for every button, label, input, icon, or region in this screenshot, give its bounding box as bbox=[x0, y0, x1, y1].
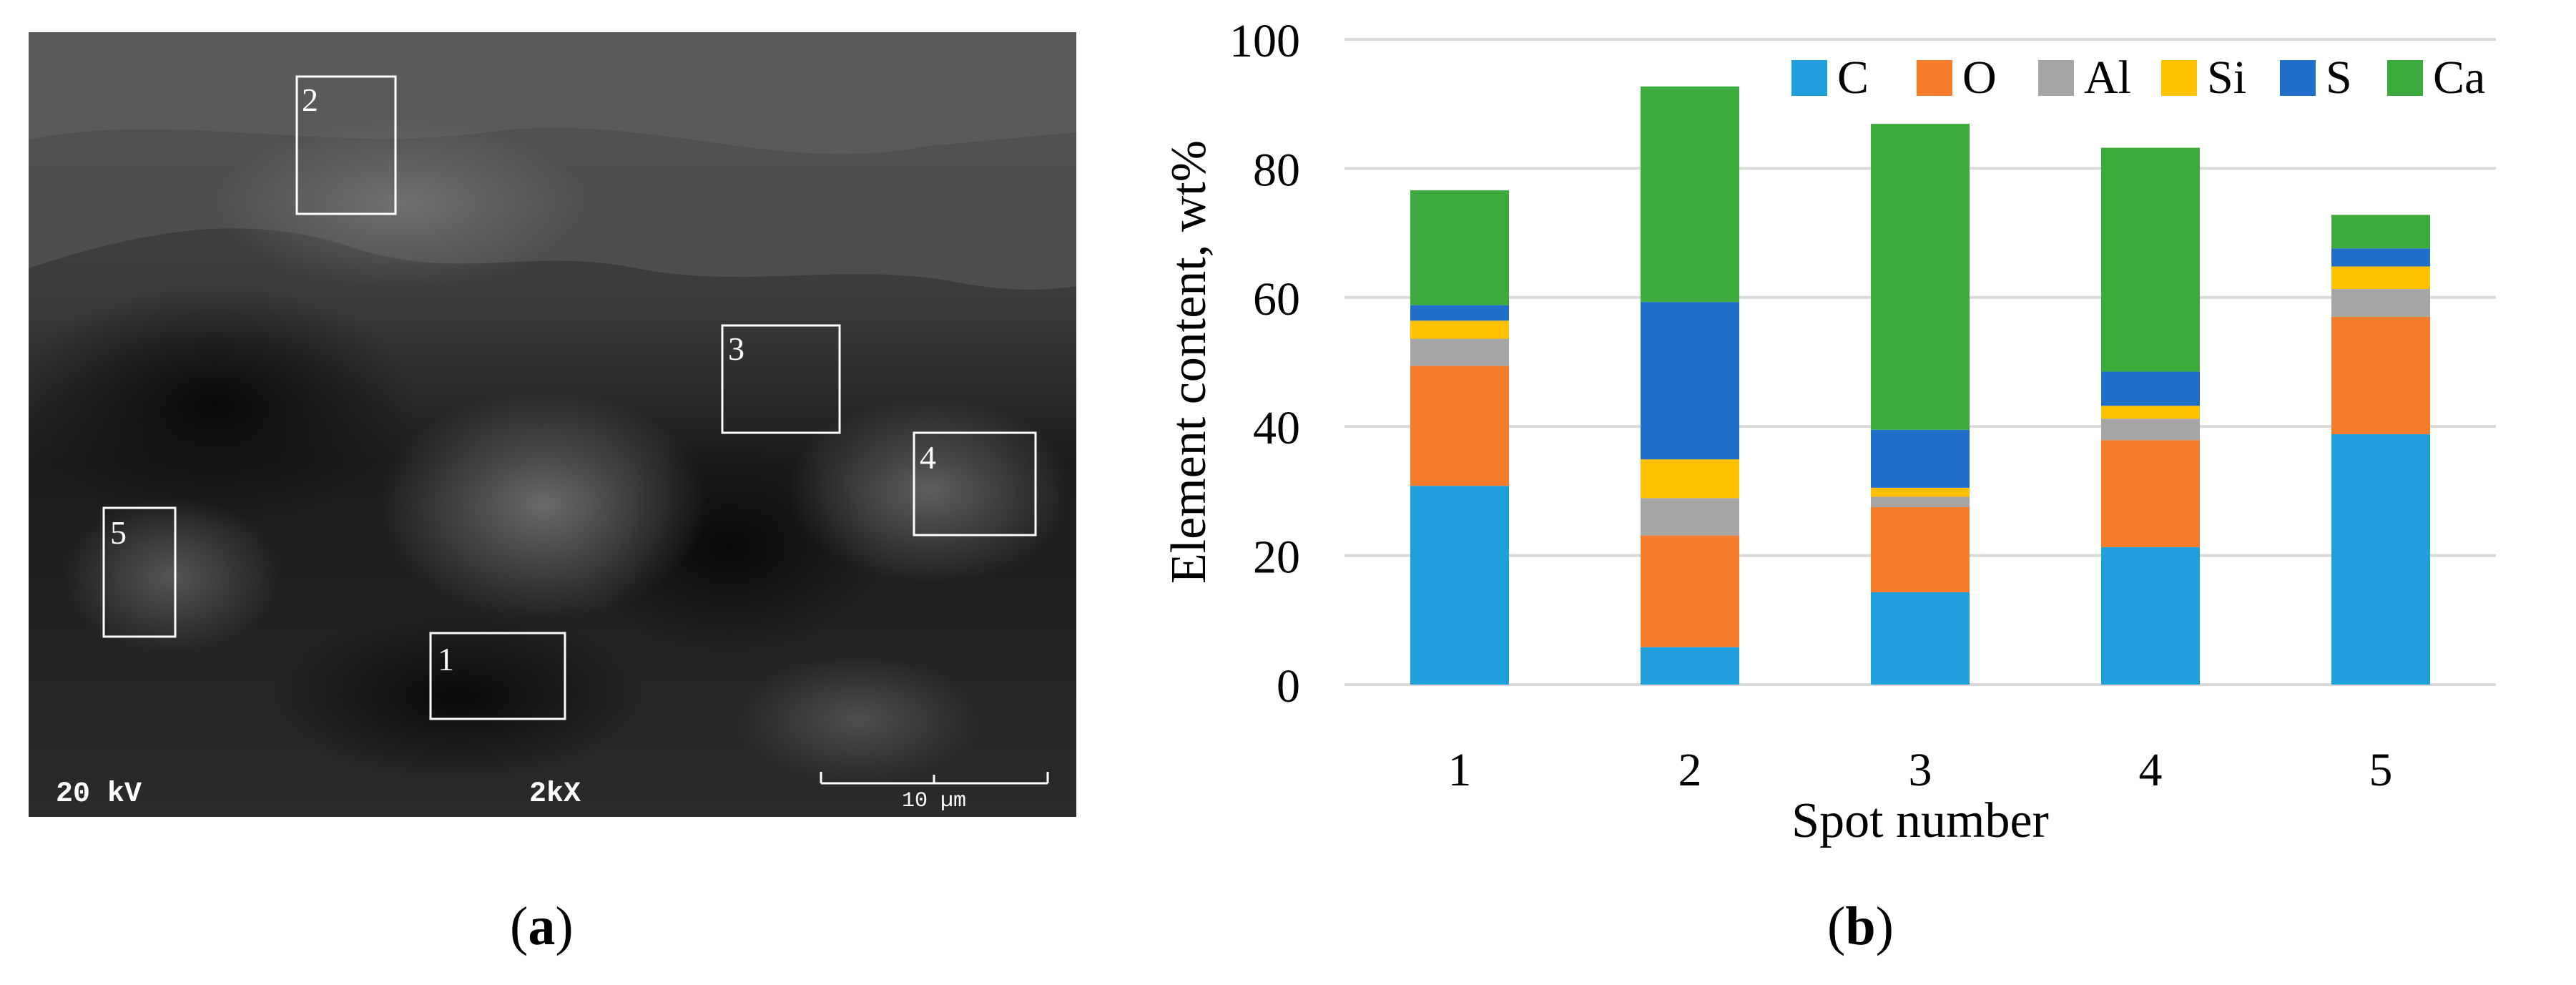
legend-swatch-si bbox=[2161, 60, 2197, 96]
legend-swatch-o bbox=[1917, 60, 1952, 96]
caption-b-letter: b bbox=[1845, 896, 1876, 956]
bar-segment-si-2 bbox=[1641, 459, 1739, 499]
element-content-chart: 0 20 40 60 80 100 1 2 3 4 5 Spot number Element cont… bbox=[1116, 0, 2576, 985]
x-tick-label: 2 bbox=[1678, 744, 1702, 796]
legend-label-al: Al bbox=[2084, 52, 2131, 104]
sem-voltage-label: 20 kV bbox=[56, 778, 142, 810]
bar-segment-o-4 bbox=[2101, 440, 2200, 547]
bar-segment-s-5 bbox=[2331, 248, 2430, 267]
spot-box-1 bbox=[429, 632, 566, 720]
bar-segment-si-3 bbox=[1871, 487, 1970, 497]
bar-segment-c-3 bbox=[1871, 592, 1970, 685]
spot-label-4: 4 bbox=[920, 439, 936, 476]
legend-label-ca: Ca bbox=[2433, 52, 2485, 104]
chart-svg: 0 20 40 60 80 100 1 2 3 4 5 Spot number Element cont… bbox=[1161, 15, 2496, 848]
legend-swatch-al bbox=[2038, 60, 2074, 96]
legend-swatch-ca bbox=[2387, 60, 2423, 96]
bar-segment-ca-4 bbox=[2101, 147, 2200, 372]
x-axis-title: Spot number bbox=[1791, 793, 2049, 848]
bar-segment-al-4 bbox=[2101, 418, 2200, 441]
bar-segment-al-3 bbox=[1871, 496, 1970, 507]
bar-segment-al-5 bbox=[2331, 289, 2430, 317]
spot-box-4 bbox=[913, 431, 1037, 536]
spot-label-5: 5 bbox=[110, 514, 127, 551]
bar-segment-si-5 bbox=[2331, 266, 2430, 290]
bar-segment-si-4 bbox=[2101, 406, 2200, 419]
bar-segment-o-5 bbox=[2331, 316, 2430, 435]
spot-label-1: 1 bbox=[438, 641, 454, 677]
bar-segment-o-2 bbox=[1641, 535, 1739, 647]
bar-segment-s-1 bbox=[1410, 305, 1509, 321]
bar-segment-ca-5 bbox=[2331, 215, 2430, 249]
spot-label-3: 3 bbox=[728, 330, 744, 367]
x-tick-label: 5 bbox=[2369, 744, 2393, 796]
legend-swatch-s bbox=[2280, 60, 2316, 96]
legend-label-c: C bbox=[1837, 52, 1869, 104]
spot-box-5 bbox=[102, 506, 177, 638]
sem-magnification-label: 2kX bbox=[529, 778, 581, 810]
sem-image-panel: 1 2 3 4 5 20 kV 2kX 10 µm bbox=[29, 32, 1076, 817]
x-tick-label: 3 bbox=[1909, 744, 1932, 796]
y-tick-label: 20 bbox=[1253, 531, 1300, 584]
bar-segment-s-2 bbox=[1641, 302, 1739, 460]
bar-segment-c-1 bbox=[1410, 486, 1509, 685]
bar-segment-o-1 bbox=[1410, 366, 1509, 486]
y-tick-label: 60 bbox=[1253, 273, 1300, 325]
bar-segment-al-2 bbox=[1641, 498, 1739, 536]
sem-scalebar bbox=[820, 772, 1049, 785]
bar-segment-ca-3 bbox=[1871, 124, 1970, 430]
bar-segment-si-1 bbox=[1410, 320, 1509, 339]
spot-label-2: 2 bbox=[302, 82, 318, 118]
bar-segment-c-4 bbox=[2101, 547, 2200, 685]
y-tick-label: 100 bbox=[1229, 15, 1300, 67]
y-tick-label: 80 bbox=[1253, 144, 1300, 196]
bar-segment-c-2 bbox=[1641, 647, 1739, 685]
y-tick-label: 40 bbox=[1253, 402, 1300, 454]
bar-segment-s-4 bbox=[2101, 371, 2200, 406]
legend-label-o: O bbox=[1962, 52, 1997, 104]
y-tick-label: 0 bbox=[1277, 660, 1300, 712]
bar-segment-ca-2 bbox=[1641, 86, 1739, 303]
caption-b: (b) bbox=[1827, 896, 1894, 956]
bar-segment-c-5 bbox=[2331, 434, 2430, 685]
x-tick-label: 1 bbox=[1448, 744, 1472, 796]
bar-segment-s-3 bbox=[1871, 429, 1970, 488]
y-axis-title: Element content, wt% bbox=[1161, 140, 1216, 584]
bar-segment-al-1 bbox=[1410, 338, 1509, 366]
spot-box-3 bbox=[721, 324, 841, 434]
legend-label-s: S bbox=[2326, 52, 2352, 104]
sem-micrograph: 1 2 3 4 5 20 kV 2kX 10 µm bbox=[29, 32, 1076, 817]
bar-segment-o-3 bbox=[1871, 506, 1970, 593]
spot-box-2 bbox=[295, 75, 397, 215]
x-tick-label: 4 bbox=[2139, 744, 2163, 796]
caption-a-letter: a bbox=[528, 896, 556, 956]
bar-segment-ca-1 bbox=[1410, 190, 1509, 305]
legend-swatch-c bbox=[1791, 60, 1827, 96]
legend-label-si: Si bbox=[2207, 52, 2246, 104]
caption-a: (a) bbox=[510, 896, 574, 956]
sem-scalebar-label: 10 µm bbox=[902, 789, 966, 813]
